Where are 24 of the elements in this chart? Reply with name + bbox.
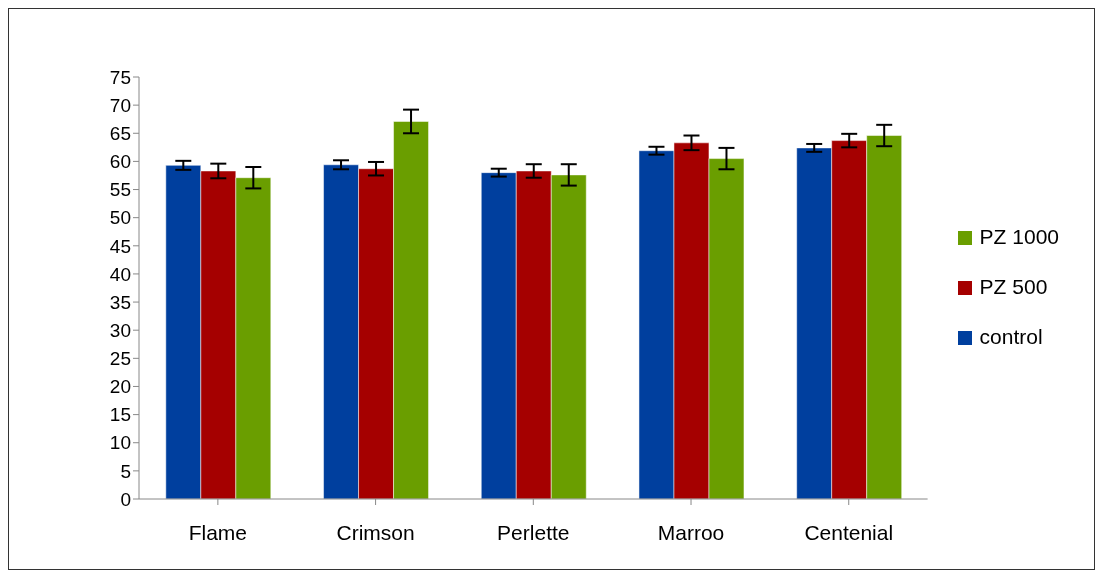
y-tick-label: 20 <box>109 376 131 398</box>
x-tick-label: Marroo <box>657 520 725 544</box>
y-tick-label: 50 <box>109 207 131 229</box>
legend-label: PZ 1000 <box>979 224 1059 248</box>
y-tick-label: 0 <box>120 488 131 510</box>
y-tick-label: 60 <box>109 151 131 173</box>
legend-label: control <box>979 324 1043 348</box>
y-tick-label: 10 <box>109 432 131 454</box>
x-tick-label: Centenial <box>804 520 894 544</box>
y-tick-label: 25 <box>109 348 131 370</box>
y-tick-label: 65 <box>109 123 131 145</box>
y-tick-label: 30 <box>109 319 131 341</box>
y-tick-label: 5 <box>120 460 131 482</box>
y-tick-label: 70 <box>109 94 131 116</box>
y-tick-label: 15 <box>109 404 131 426</box>
y-tick-label: 55 <box>109 179 131 201</box>
y-tick-label: 35 <box>109 291 131 313</box>
legend-label: PZ 500 <box>979 274 1048 298</box>
y-tick-label: 45 <box>109 235 131 257</box>
x-tick-label: Flame <box>188 520 248 544</box>
y-tick-label: 40 <box>109 263 131 285</box>
y-tick-label: 75 <box>109 66 131 88</box>
x-tick-label: Perlette <box>497 520 570 544</box>
x-tick-label: Crimson <box>336 520 415 544</box>
